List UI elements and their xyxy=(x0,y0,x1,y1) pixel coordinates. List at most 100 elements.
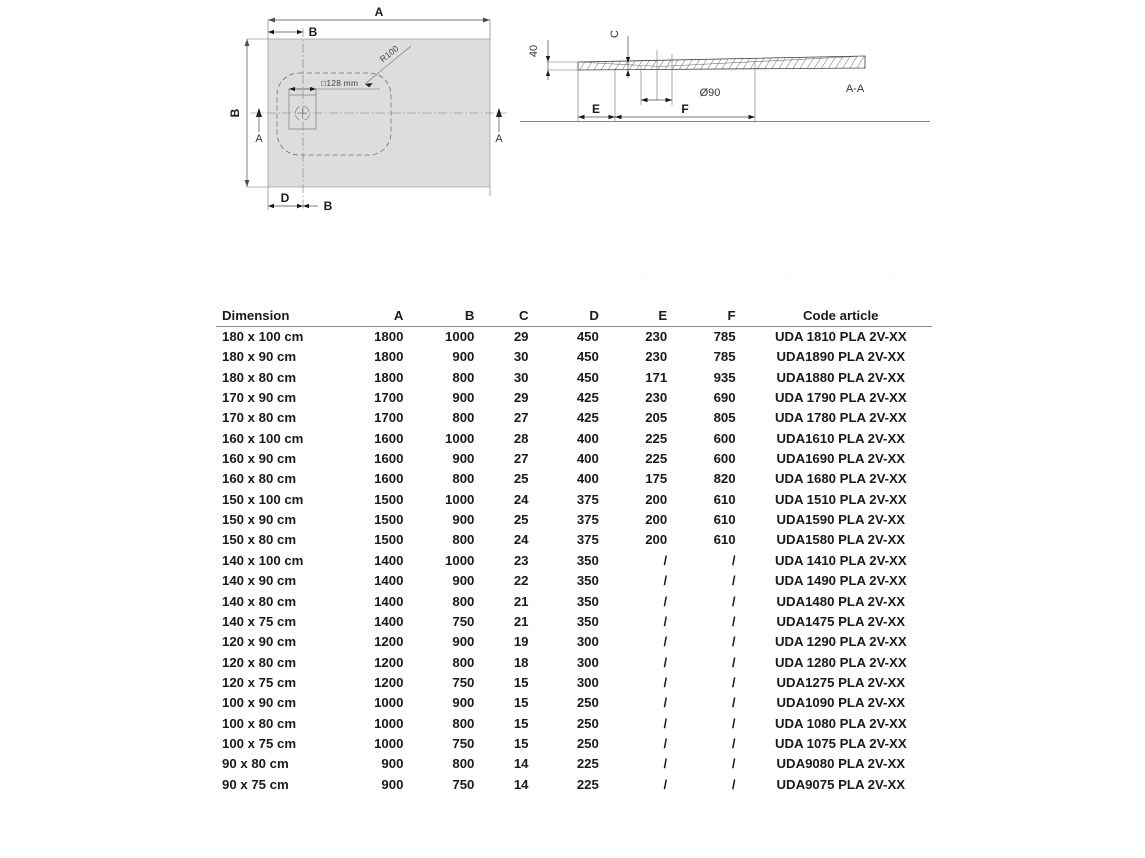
cell-e: 205 xyxy=(645,410,668,426)
header-d: D xyxy=(544,308,613,327)
cell-b: 750 xyxy=(452,776,475,792)
cell-code-article: UDA1480 PLA 2V-XX xyxy=(776,593,906,609)
cell-dimension: 90 x 75 cm xyxy=(222,776,289,792)
cell-f: 600 xyxy=(713,451,736,467)
table-row: 170 x 90 cm 1700 900 29 425 230 690 UDA 1790 PL… xyxy=(216,388,932,408)
cell-e: 230 xyxy=(645,390,668,406)
table-row: 140 x 90 cm 1400 900 22 350 / / UDA 1490 PLA 2V… xyxy=(216,571,932,591)
header-a: A xyxy=(346,308,418,327)
cell-a: 1400 xyxy=(374,613,404,629)
cell-a: 1500 xyxy=(374,512,404,528)
drain-circle xyxy=(295,106,310,121)
cell-b: 800 xyxy=(452,471,475,487)
cell-a: 900 xyxy=(381,776,404,792)
cell-dimension: 160 x 80 cm xyxy=(222,471,297,487)
cell-c: 27 xyxy=(513,451,529,467)
cell-a: 1800 xyxy=(374,329,404,345)
cell-d: 450 xyxy=(576,329,599,345)
cell-dimension: 180 x 90 cm xyxy=(222,349,297,365)
cell-c: 30 xyxy=(513,369,529,385)
cell-code-article: UDA9075 PLA 2V-XX xyxy=(776,776,906,792)
cell-c: 25 xyxy=(513,471,529,487)
cell-d: 350 xyxy=(576,573,599,589)
cell-b: 900 xyxy=(452,390,475,406)
header-f: F xyxy=(681,308,750,327)
cell-b: 800 xyxy=(452,756,475,772)
table-row: 150 x 100 cm 1500 1000 24 375 200 610 UDA 1510 … xyxy=(216,490,932,510)
table-row: 120 x 80 cm 1200 800 18 300 / / UDA 1280 PLA 2V… xyxy=(216,653,932,673)
cell-b: 900 xyxy=(452,695,475,711)
cell-dimension: 180 x 80 cm xyxy=(222,369,297,385)
cell-a: 1200 xyxy=(374,674,404,690)
cell-b: 1000 xyxy=(445,491,475,507)
cell-dimension: 170 x 90 cm xyxy=(222,390,297,406)
cell-e: / xyxy=(663,674,668,690)
cell-f: / xyxy=(731,573,736,589)
cell-f: 610 xyxy=(713,491,736,507)
cell-dimension: 160 x 90 cm xyxy=(222,451,297,467)
cell-f: 610 xyxy=(713,532,736,548)
cell-dimension: 150 x 80 cm xyxy=(222,532,297,548)
table-row: 150 x 90 cm 1500 900 25 375 200 610 UDA1590 PLA… xyxy=(216,510,932,530)
cell-e: 171 xyxy=(645,369,668,385)
cell-c: 27 xyxy=(513,410,529,426)
cell-d: 300 xyxy=(576,634,599,650)
cell-c: 29 xyxy=(513,390,529,406)
cell-f: / xyxy=(731,695,736,711)
plan-label-B-top: B xyxy=(309,25,318,39)
cell-a: 1200 xyxy=(374,654,404,670)
cell-f: / xyxy=(731,674,736,690)
cell-c: 14 xyxy=(513,776,529,792)
table-row: 100 x 75 cm 1000 750 15 250 / / UDA 1075 PLA 2V… xyxy=(216,734,932,754)
cell-d: 225 xyxy=(576,776,599,792)
cell-e: 175 xyxy=(645,471,668,487)
table-row: 180 x 90 cm 1800 900 30 450 230 785 UDA1890 PLA… xyxy=(216,347,932,367)
cell-d: 350 xyxy=(576,552,599,568)
cell-code-article: UDA1690 PLA 2V-XX xyxy=(776,451,906,467)
table-row: 90 x 80 cm 900 800 14 225 / / UDA9080 PLA 2V-XX xyxy=(216,754,932,774)
cell-d: 425 xyxy=(576,410,599,426)
cell-c: 15 xyxy=(513,695,529,711)
cell-a: 1700 xyxy=(374,390,404,406)
technical-drawings-area: A B B A A xyxy=(0,0,1145,300)
cell-d: 350 xyxy=(576,613,599,629)
table-header-row: Dimension A B C D E F Code article xyxy=(216,308,932,327)
cell-code-article: UDA1090 PLA 2V-XX xyxy=(776,695,906,711)
cell-b: 800 xyxy=(452,532,475,548)
cell-d: 400 xyxy=(576,451,599,467)
cell-a: 1600 xyxy=(374,451,404,467)
cell-c: 15 xyxy=(513,735,529,751)
section-label-40: 40 xyxy=(528,45,540,57)
cell-f: 805 xyxy=(713,410,736,426)
cell-f: 785 xyxy=(713,349,736,365)
cell-b: 900 xyxy=(452,349,475,365)
cell-c: 28 xyxy=(513,430,529,446)
table-row: 140 x 80 cm 1400 800 21 350 / / UDA1480 PLA 2V-… xyxy=(216,591,932,611)
header-b: B xyxy=(417,308,489,327)
cell-dimension: 100 x 90 cm xyxy=(222,695,297,711)
cell-a: 1700 xyxy=(374,410,404,426)
cell-code-article: UDA 1290 PLA 2V-XX xyxy=(774,634,907,650)
cell-code-article: UDA 1510 PLA 2V-XX xyxy=(774,491,907,507)
cell-f: / xyxy=(731,634,736,650)
cell-e: / xyxy=(663,573,668,589)
table-row: 90 x 75 cm 900 750 14 225 / / UDA9075 PLA 2V-XX xyxy=(216,775,932,795)
cell-dimension: 100 x 80 cm xyxy=(222,715,297,731)
cell-e: / xyxy=(663,756,668,772)
header-code-article: Code article xyxy=(749,308,932,327)
cell-d: 300 xyxy=(576,654,599,670)
cell-d: 400 xyxy=(576,430,599,446)
cell-e: / xyxy=(663,715,668,731)
cell-d: 250 xyxy=(576,735,599,751)
cell-b: 800 xyxy=(452,593,475,609)
table-row: 160 x 100 cm 1600 1000 28 400 225 600 UDA1610 P… xyxy=(216,429,932,449)
cell-code-article: UDA 1680 PLA 2V-XX xyxy=(774,471,907,487)
cell-dimension: 170 x 80 cm xyxy=(222,410,297,426)
cell-d: 250 xyxy=(576,695,599,711)
cell-e: / xyxy=(663,613,668,629)
table-row: 120 x 90 cm 1200 900 19 300 / / UDA 1290 PLA 2V… xyxy=(216,632,932,652)
cell-a: 1400 xyxy=(374,593,404,609)
cell-code-article: UDA9080 PLA 2V-XX xyxy=(776,756,906,772)
cell-code-article: UDA 1790 PLA 2V-XX xyxy=(774,390,907,406)
cell-b: 900 xyxy=(452,573,475,589)
